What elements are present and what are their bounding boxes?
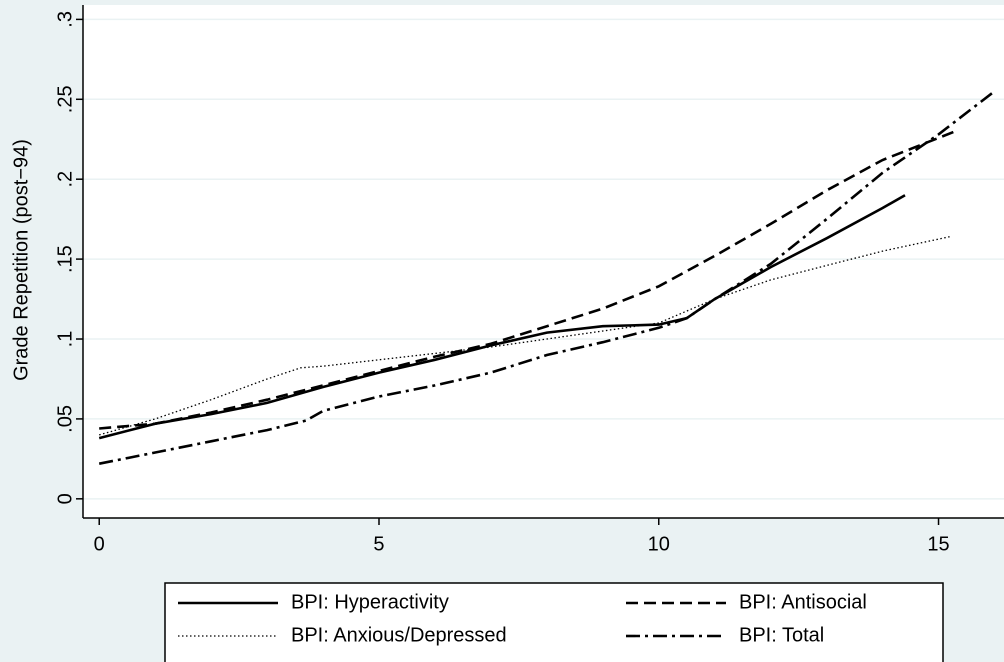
- y-tick-label: .15: [54, 245, 76, 273]
- legend-label: BPI: Anxious/Depressed: [291, 624, 507, 646]
- y-axis-label: Grade Repetition (post−94): [10, 139, 32, 381]
- y-tick-label: .3: [54, 11, 76, 28]
- legend-label: BPI: Hyperactivity: [291, 591, 449, 613]
- legend-label: BPI: Total: [739, 624, 824, 646]
- y-tick-label: 0: [54, 493, 76, 504]
- series-line: [98, 90, 996, 465]
- legend: [164, 582, 944, 662]
- y-tick-label: .1: [54, 331, 76, 348]
- series-line: [99, 236, 950, 436]
- plot-area: [83, 5, 1004, 518]
- legend-label: BPI: Antisocial: [739, 591, 867, 613]
- x-tick-label: 5: [373, 533, 384, 555]
- x-tick-label: 0: [94, 533, 105, 555]
- y-tick-label: .05: [54, 405, 76, 433]
- x-tick-label: 15: [927, 533, 949, 555]
- series-line: [99, 130, 956, 430]
- x-tick-label: 10: [648, 533, 670, 555]
- series-line: [98, 194, 906, 440]
- y-tick-label: .25: [54, 85, 76, 113]
- y-tick-label: .2: [54, 171, 76, 188]
